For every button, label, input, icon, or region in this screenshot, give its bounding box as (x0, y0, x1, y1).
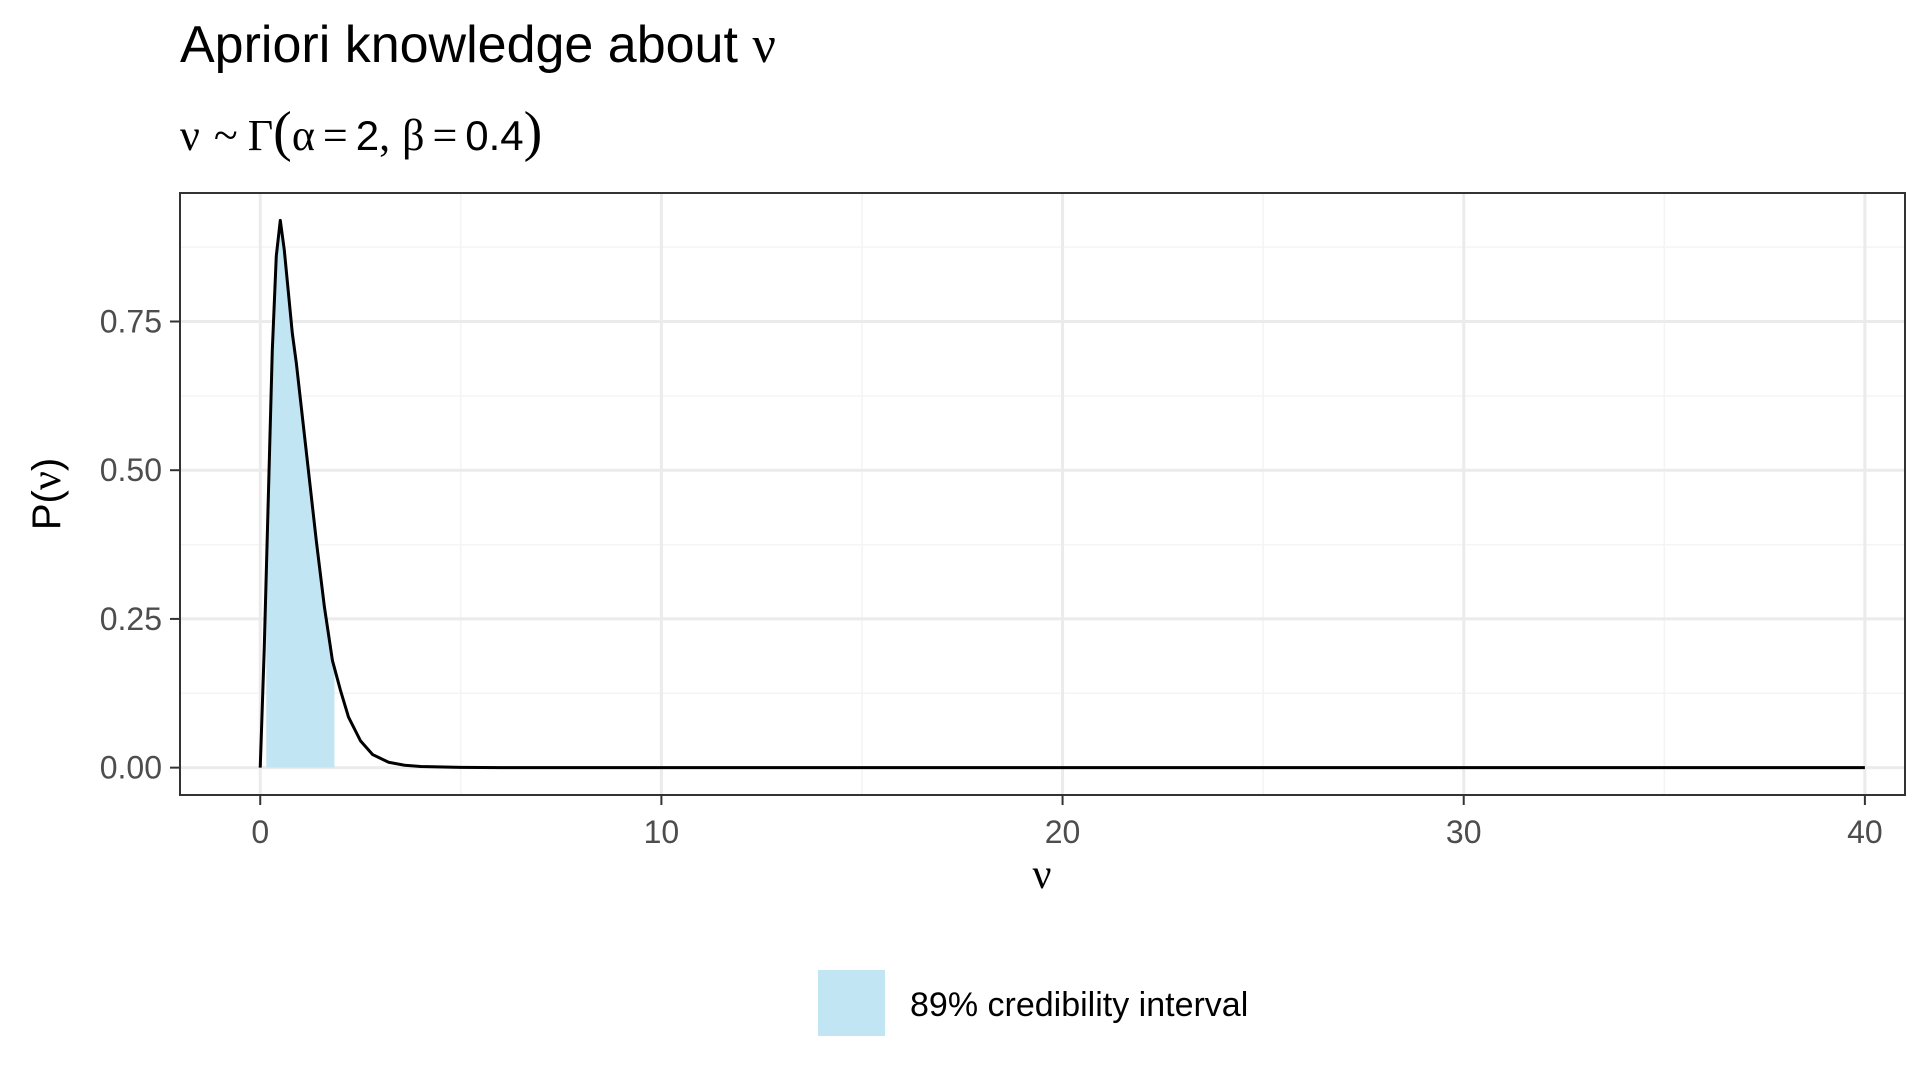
subtitle-comma: , (379, 111, 390, 160)
y-tick-label: 0.75 (100, 303, 162, 339)
panel-border (179, 192, 1906, 796)
y-axis-title-suffix: ) (25, 458, 69, 471)
legend-label: 89% credibility interval (910, 986, 1248, 1024)
subtitle-gamma: Γ (248, 111, 273, 160)
credibility-interval-area (266, 220, 335, 768)
subtitle-beta: β (402, 111, 424, 160)
x-axis-ticks: 0 10 20 30 40 (251, 795, 1883, 850)
density-line (258, 218, 1865, 770)
subtitle-lparen: ( (273, 101, 292, 163)
density-line-group (258, 218, 1865, 770)
x-tick-label: 30 (1446, 814, 1482, 850)
x-axis-title: ν (1033, 852, 1052, 898)
subtitle-nu: ν (180, 111, 200, 160)
subtitle-rparen: ) (524, 101, 543, 163)
y-tick-label: 0.50 (100, 452, 162, 488)
x-tick-label: 40 (1847, 814, 1883, 850)
chart-subtitle: ν ~ Γ(α = 2, β = 0.4) (180, 101, 542, 163)
x-tick-label: 10 (644, 814, 680, 850)
y-tick-label: 0.25 (100, 601, 162, 637)
grid-major (180, 193, 1905, 795)
grid-minor (180, 193, 1905, 795)
y-axis-title-prefix: P( (25, 489, 69, 530)
y-axis-ticks: 0.00 0.25 0.50 0.75 (100, 303, 180, 786)
chart-title: Apriori knowledge about ν (180, 16, 776, 74)
subtitle-eq2: = (432, 111, 457, 160)
subtitle-eq1: = (323, 111, 348, 160)
y-axis-title: P(ν) (24, 458, 70, 530)
credibility-interval-fill (266, 220, 335, 768)
y-axis-title-symbol: ν (24, 471, 70, 490)
chart-title-symbol: ν (752, 17, 776, 74)
subtitle-alpha-value: 2 (356, 112, 379, 159)
subtitle-alpha: α (292, 111, 315, 160)
legend-key-credibility-interval (818, 970, 885, 1036)
x-tick-label: 20 (1045, 814, 1081, 850)
x-tick-label: 0 (251, 814, 269, 850)
y-tick-label: 0.00 (100, 750, 162, 786)
chart-title-text: Apriori knowledge about (180, 16, 752, 74)
legend: 89% credibility interval (818, 970, 1248, 1036)
subtitle-beta-value: 0.4 (465, 112, 523, 159)
subtitle-tilde: ~ (214, 111, 238, 160)
